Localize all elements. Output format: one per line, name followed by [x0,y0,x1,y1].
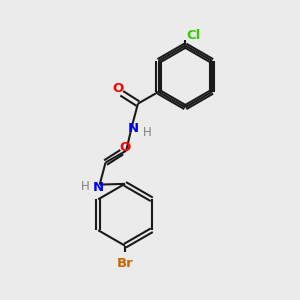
Text: O: O [112,82,124,95]
Text: Br: Br [117,257,133,270]
Text: H: H [81,180,89,193]
Text: H: H [143,126,152,139]
Text: Cl: Cl [187,29,201,42]
Text: O: O [120,141,131,154]
Text: N: N [93,181,104,194]
Text: N: N [128,122,139,135]
